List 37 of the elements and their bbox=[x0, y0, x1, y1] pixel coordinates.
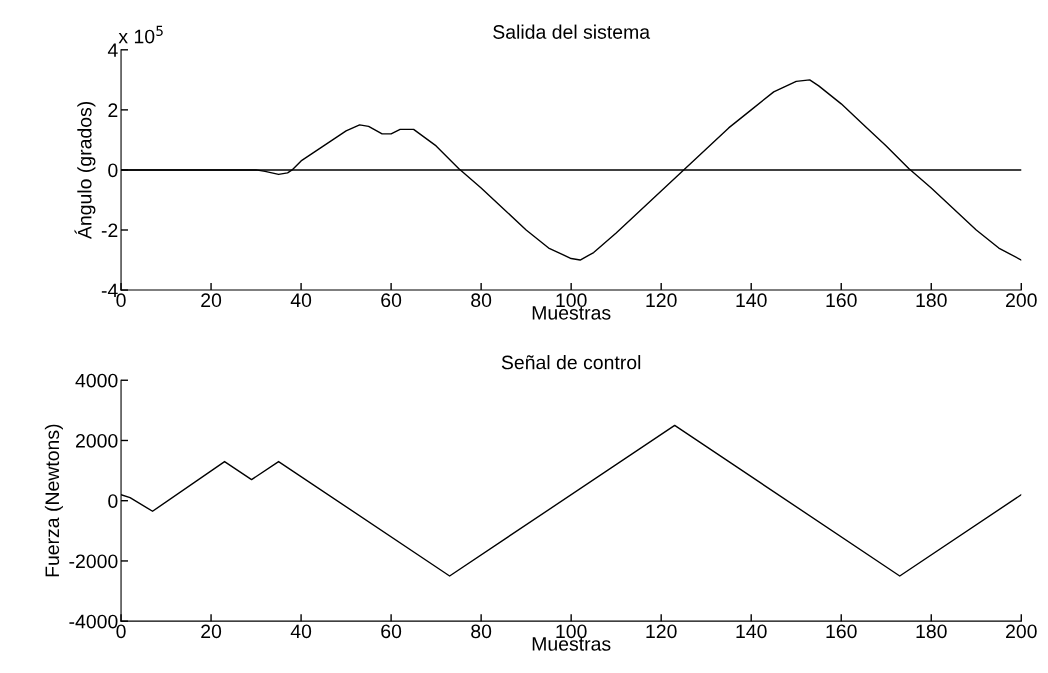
x-tick-label: 40 bbox=[290, 624, 312, 639]
y-axis-title: Fuerza (Newtons) bbox=[44, 424, 63, 577]
x-tick-label: 180 bbox=[916, 293, 947, 308]
text: x 10$^{5}$ bbox=[118, 25, 163, 44]
x-axis-title: Muestras bbox=[532, 637, 611, 651]
y-tick-label: 4 bbox=[107, 43, 118, 57]
x-tick-label: 200 bbox=[1006, 293, 1037, 308]
x-tick-label: 100 bbox=[556, 293, 587, 308]
chart-title: Salida del sistema bbox=[493, 24, 651, 39]
x-tick-label: 80 bbox=[471, 293, 492, 308]
y-tick-label: -4 bbox=[101, 283, 118, 298]
y-tick-label: 2 bbox=[108, 103, 118, 117]
x-tick-label: 120 bbox=[646, 624, 677, 639]
x-axis-title: Muestras bbox=[532, 306, 611, 320]
y-axis-title: Ángulo (grados) bbox=[74, 101, 96, 240]
x-tick-label: 180 bbox=[916, 624, 947, 639]
y-tick-label: 0 bbox=[108, 494, 118, 508]
x-tick-label: 20 bbox=[201, 293, 222, 308]
x-tick-label: 20 bbox=[201, 624, 222, 639]
x-tick-label: 160 bbox=[826, 624, 857, 639]
x-tick-label: 60 bbox=[381, 624, 402, 639]
x-tick-label: 100 bbox=[556, 624, 587, 639]
x-tick-label: 80 bbox=[471, 624, 492, 639]
x-tick-label: 120 bbox=[646, 293, 677, 308]
x-tick-label: 200 bbox=[1006, 624, 1037, 639]
y-tick-label: -2000 bbox=[69, 554, 118, 569]
x-tick-label: 140 bbox=[736, 624, 767, 639]
x-tick-label: 160 bbox=[826, 293, 857, 308]
chart-title: Señal de control bbox=[501, 355, 641, 370]
x-tick-label: 40 bbox=[290, 293, 312, 308]
y-tick-label: 4000 bbox=[75, 373, 118, 388]
y-tick-label: 2000 bbox=[75, 433, 118, 448]
x-tick-label: 60 bbox=[381, 293, 402, 308]
y-tick-label: -2 bbox=[101, 223, 118, 238]
y-tick-label: 0 bbox=[108, 163, 118, 178]
x-tick-label: 140 bbox=[736, 293, 767, 308]
y-tick-label: -4000 bbox=[69, 614, 118, 629]
